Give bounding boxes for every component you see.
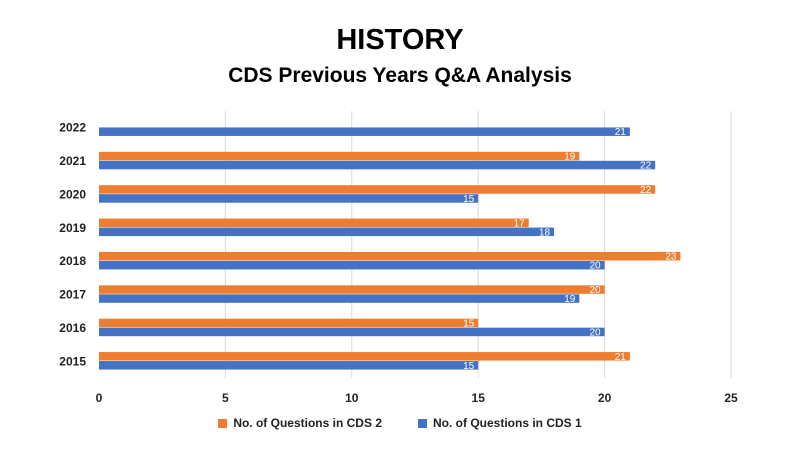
x-tick-label: 20 bbox=[598, 391, 612, 405]
legend-label-cds1: No. of Questions in CDS 1 bbox=[433, 416, 582, 430]
bar-cds1-2016 bbox=[99, 327, 605, 337]
data-label: 19 bbox=[564, 294, 576, 305]
legend-swatch-cds2 bbox=[218, 418, 228, 428]
bar-cds2-2015 bbox=[99, 352, 630, 361]
x-tick-label: 10 bbox=[345, 391, 359, 405]
y-tick-label: 2016 bbox=[59, 321, 86, 335]
data-label: 23 bbox=[665, 252, 677, 263]
y-tick-label: 2021 bbox=[59, 154, 86, 168]
x-tick-label: 25 bbox=[724, 391, 738, 405]
data-label: 15 bbox=[463, 194, 475, 205]
data-label: 19 bbox=[564, 152, 576, 163]
data-label: 20 bbox=[589, 327, 601, 338]
chart-title: HISTORY bbox=[336, 24, 464, 56]
bar-cds2-2021 bbox=[99, 151, 580, 161]
data-label: 15 bbox=[463, 361, 475, 372]
bar-cds2-2017 bbox=[99, 285, 605, 294]
x-tick-label: 0 bbox=[96, 391, 103, 405]
data-label: 20 bbox=[589, 285, 601, 296]
y-tick-label: 2017 bbox=[59, 288, 86, 302]
y-tick-label: 2018 bbox=[59, 254, 86, 268]
legend-swatch-cds1 bbox=[418, 418, 427, 428]
legend: No. of Questions in CDS 2 No. of Questio… bbox=[0, 416, 800, 430]
x-tick-label: 15 bbox=[472, 391, 486, 405]
data-label: 22 bbox=[640, 161, 652, 172]
data-label: 15 bbox=[463, 318, 475, 329]
bar-cds2-2018 bbox=[99, 251, 681, 261]
data-label: 18 bbox=[539, 227, 551, 238]
y-tick-label: 2019 bbox=[59, 221, 86, 235]
bar-cds1-2022 bbox=[99, 127, 630, 136]
data-label: 21 bbox=[615, 127, 627, 138]
legend-label-cds2: No. of Questions in CDS 2 bbox=[233, 416, 382, 430]
bar-cds1-2015 bbox=[99, 361, 479, 370]
y-tick-label: 2015 bbox=[59, 354, 86, 368]
legend-item-cds1: No. of Questions in CDS 1 bbox=[418, 416, 582, 430]
bar-cds1-2017 bbox=[99, 294, 580, 303]
y-tick-label: 2022 bbox=[59, 121, 86, 135]
chart-subtitle: CDS Previous Years Q&A Analysis bbox=[228, 64, 572, 87]
bar-cds1-2021 bbox=[99, 160, 656, 170]
x-tick-label: 5 bbox=[222, 391, 229, 405]
bar-cds1-2019 bbox=[99, 227, 555, 237]
data-label: 21 bbox=[615, 352, 627, 363]
bar-cds2-2016 bbox=[99, 318, 479, 328]
data-label: 17 bbox=[514, 218, 526, 229]
data-label: 20 bbox=[589, 261, 601, 272]
y-tick-label: 2020 bbox=[59, 187, 86, 201]
bar-cds1-2018 bbox=[99, 260, 605, 270]
bar-cds2-2019 bbox=[99, 218, 529, 228]
bar-cds1-2020 bbox=[99, 194, 479, 203]
legend-item-cds2: No. of Questions in CDS 2 bbox=[218, 416, 382, 430]
bar-cds2-2020 bbox=[99, 185, 656, 194]
data-label: 22 bbox=[640, 185, 652, 196]
